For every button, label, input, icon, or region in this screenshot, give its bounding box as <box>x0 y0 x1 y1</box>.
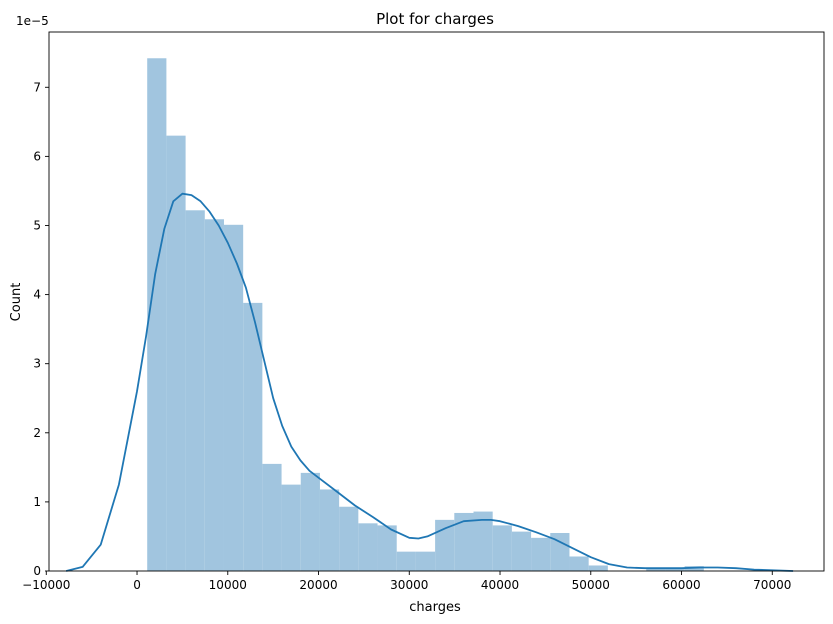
histogram-bar <box>646 568 666 571</box>
histogram-bar <box>147 58 167 572</box>
y-tick-label: 0 <box>33 564 41 578</box>
y-tick-label: 2 <box>33 426 41 440</box>
y-tick-label: 6 <box>33 149 41 163</box>
x-tick-label: 0 <box>133 578 141 592</box>
histogram-bar <box>204 219 224 571</box>
histogram-bar <box>319 489 340 571</box>
x-tick-label: −10000 <box>22 578 70 592</box>
histogram-bar <box>665 568 685 571</box>
y-axis-ticks: 0 1 2 3 4 5 6 7 <box>33 80 49 578</box>
histogram-bar <box>281 484 301 571</box>
histogram-bar <box>492 525 512 571</box>
y-axis-label: Count <box>9 283 24 322</box>
plot-frame <box>48 31 825 572</box>
y-tick-label: 5 <box>33 218 41 232</box>
histogram-bars <box>147 58 704 572</box>
histogram-bar <box>415 551 436 571</box>
y-tick-label: 3 <box>33 357 41 371</box>
x-tick-label: 40000 <box>481 578 519 592</box>
y-tick-label: 7 <box>33 80 41 94</box>
x-tick-label: 30000 <box>390 578 428 592</box>
axes-frame <box>48 31 825 572</box>
histogram-bar <box>511 531 532 571</box>
histogram-bar <box>243 302 263 571</box>
histogram-bar <box>396 551 416 571</box>
x-tick-label: 60000 <box>662 578 700 592</box>
histogram-bar <box>550 532 570 571</box>
histogram-bar <box>435 519 455 571</box>
histogram-bar <box>473 511 493 571</box>
x-tick-label: 10000 <box>209 578 247 592</box>
y-tick-label: 1 <box>33 495 41 509</box>
histogram-bar <box>223 224 244 572</box>
y-axis-offset-label: 1e−5 <box>16 14 49 28</box>
y-tick-label: 4 <box>33 288 41 302</box>
histogram-bar <box>531 537 551 571</box>
histogram-bar <box>377 525 397 571</box>
x-tick-label: 70000 <box>753 578 791 592</box>
histogram-bar <box>262 463 282 571</box>
chart-title: Plot for charges <box>376 10 494 28</box>
x-axis-label: charges <box>409 600 461 615</box>
histogram-bar <box>339 506 359 571</box>
x-tick-label: 50000 <box>572 578 610 592</box>
histogram-bar <box>300 472 320 571</box>
kde-curve-group <box>65 192 794 572</box>
histogram-bar <box>454 512 474 571</box>
x-axis-ticks: −10000 0 10000 20000 30000 40000 50000 60000 700… <box>22 571 791 592</box>
histogram-bar <box>358 523 378 571</box>
histogram-bar <box>569 556 589 571</box>
x-tick-label: 20000 <box>299 578 337 592</box>
histogram-bar <box>166 135 186 571</box>
kde-line <box>65 192 794 572</box>
histogram-bar <box>588 565 608 571</box>
histogram-bar <box>185 210 205 572</box>
